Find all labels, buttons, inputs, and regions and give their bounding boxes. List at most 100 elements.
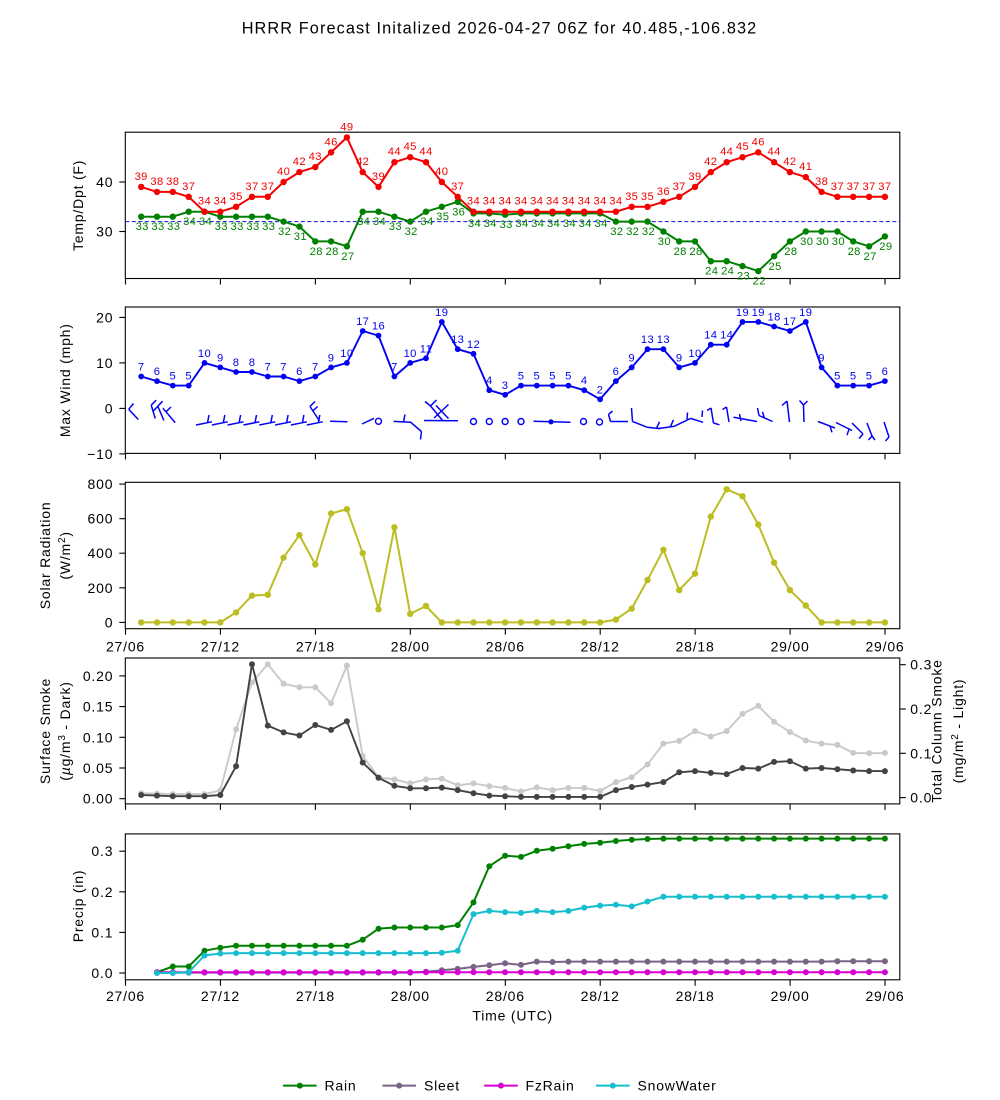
svg-text:0.10: 0.10 [83, 729, 113, 745]
svg-text:29: 29 [879, 241, 892, 253]
svg-text:−10: −10 [87, 446, 113, 462]
svg-text:7: 7 [138, 362, 145, 374]
svg-text:46: 46 [752, 136, 765, 148]
svg-text:28: 28 [325, 246, 338, 258]
svg-text:33: 33 [151, 221, 164, 233]
svg-text:34: 34 [484, 218, 497, 230]
svg-text:32: 32 [610, 226, 623, 238]
svg-text:14: 14 [704, 330, 717, 342]
svg-text:40: 40 [277, 166, 290, 178]
svg-text:23: 23 [737, 271, 750, 283]
svg-text:0.05: 0.05 [83, 760, 113, 776]
svg-text:0.0: 0.0 [910, 790, 932, 806]
svg-text:35: 35 [625, 191, 638, 203]
svg-text:29/06: 29/06 [865, 639, 904, 655]
svg-text:30: 30 [832, 236, 845, 248]
svg-text:45: 45 [736, 141, 749, 153]
svg-text:49: 49 [340, 121, 353, 133]
svg-text:27/12: 27/12 [201, 639, 240, 655]
svg-text:3: 3 [502, 380, 509, 392]
svg-text:36: 36 [657, 186, 670, 198]
svg-text:0.00: 0.00 [83, 791, 113, 807]
svg-text:6: 6 [154, 366, 161, 378]
svg-text:46: 46 [324, 136, 337, 148]
svg-text:34: 34 [579, 218, 592, 230]
svg-text:42: 42 [293, 156, 306, 168]
svg-text:11: 11 [420, 343, 432, 355]
svg-text:7: 7 [264, 362, 271, 374]
svg-text:34: 34 [373, 216, 386, 228]
svg-text:13: 13 [451, 334, 464, 346]
svg-text:28: 28 [674, 246, 687, 258]
svg-text:39: 39 [135, 171, 148, 183]
svg-text:Rain: Rain [325, 1078, 357, 1094]
svg-text:38: 38 [150, 176, 163, 188]
svg-text:37: 37 [847, 181, 860, 193]
svg-text:37: 37 [451, 181, 464, 193]
svg-text:5: 5 [850, 371, 857, 383]
svg-text:34: 34 [483, 196, 496, 208]
svg-text:9: 9 [628, 352, 635, 364]
svg-text:8: 8 [233, 357, 240, 369]
svg-text:Time (UTC): Time (UTC) [472, 1008, 553, 1024]
svg-text:10: 10 [96, 355, 113, 371]
svg-text:25: 25 [768, 261, 781, 273]
svg-text:37: 37 [245, 181, 258, 193]
svg-text:40: 40 [96, 174, 113, 190]
svg-text:18: 18 [767, 312, 780, 324]
svg-text:43: 43 [309, 151, 322, 163]
svg-text:31: 31 [294, 231, 307, 243]
svg-text:40: 40 [435, 166, 448, 178]
svg-text:38: 38 [815, 176, 828, 188]
svg-text:33: 33 [230, 221, 243, 233]
svg-text:7: 7 [280, 362, 287, 374]
svg-text:5: 5 [533, 371, 540, 383]
svg-text:9: 9 [676, 352, 683, 364]
svg-text:600: 600 [88, 511, 114, 527]
svg-text:39: 39 [372, 171, 385, 183]
svg-text:44: 44 [720, 146, 733, 158]
svg-text:0: 0 [105, 614, 114, 630]
svg-text:27/18: 27/18 [296, 639, 335, 655]
svg-text:0.0: 0.0 [91, 965, 113, 981]
svg-text:35: 35 [436, 211, 449, 223]
svg-text:0.15: 0.15 [83, 699, 113, 715]
svg-text:28/06: 28/06 [486, 988, 525, 1004]
svg-text:28: 28 [848, 246, 861, 258]
svg-text:4: 4 [581, 375, 588, 387]
svg-text:10: 10 [688, 348, 701, 360]
svg-text:37: 37 [673, 181, 686, 193]
svg-text:44: 44 [767, 146, 780, 158]
svg-text:37: 37 [182, 181, 195, 193]
svg-text:42: 42 [704, 156, 717, 168]
svg-text:Precip (in): Precip (in) [70, 870, 86, 943]
svg-text:10: 10 [198, 348, 211, 360]
svg-text:6: 6 [882, 366, 889, 378]
svg-text:28/00: 28/00 [391, 639, 430, 655]
svg-text:37: 37 [831, 181, 844, 193]
svg-text:(mg/m2 - Light): (mg/m2 - Light) [950, 679, 966, 784]
svg-text:22: 22 [753, 276, 766, 288]
svg-text:34: 34 [563, 218, 576, 230]
svg-text:19: 19 [799, 307, 812, 319]
svg-text:9: 9 [328, 352, 335, 364]
svg-text:12: 12 [467, 339, 480, 351]
svg-text:5: 5 [169, 371, 176, 383]
svg-text:37: 37 [261, 181, 274, 193]
svg-text:38: 38 [166, 176, 179, 188]
svg-text:19: 19 [736, 307, 749, 319]
svg-text:44: 44 [388, 146, 401, 158]
svg-text:20: 20 [96, 309, 113, 325]
svg-text:34: 34 [593, 196, 606, 208]
svg-text:34: 34 [531, 218, 544, 230]
svg-text:28/12: 28/12 [581, 988, 620, 1004]
svg-text:13: 13 [657, 334, 670, 346]
svg-text:44: 44 [419, 146, 432, 158]
svg-text:42: 42 [783, 156, 796, 168]
svg-text:24: 24 [705, 266, 718, 278]
svg-text:27/06: 27/06 [106, 988, 145, 1004]
svg-text:34: 34 [547, 218, 560, 230]
svg-text:34: 34 [562, 196, 575, 208]
svg-text:28/06: 28/06 [486, 639, 525, 655]
svg-text:5: 5 [185, 371, 192, 383]
